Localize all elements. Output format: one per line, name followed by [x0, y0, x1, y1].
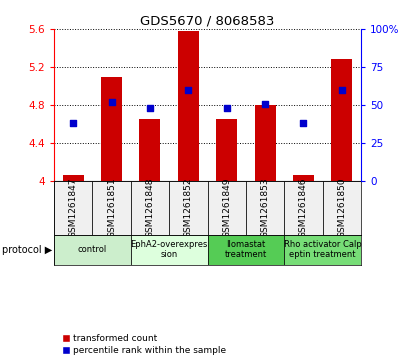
Bar	[246, 181, 284, 234]
Bar	[216, 119, 237, 181]
Bar	[284, 181, 323, 234]
Text: GSM1261851: GSM1261851	[107, 178, 116, 238]
Point	[300, 121, 307, 126]
Text: control: control	[78, 245, 107, 254]
Text: Rho activator Calp
eptin treatment: Rho activator Calp eptin treatment	[284, 240, 361, 260]
Legend: transformed count, percentile rank within the sample: transformed count, percentile rank withi…	[59, 331, 229, 359]
Bar	[63, 175, 84, 181]
Text: GSM1261852: GSM1261852	[184, 178, 193, 238]
Bar	[54, 234, 131, 265]
Bar	[131, 181, 169, 234]
Bar	[131, 234, 208, 265]
Point	[223, 105, 230, 111]
Text: GSM1261849: GSM1261849	[222, 178, 231, 238]
Bar	[178, 31, 199, 181]
Point	[70, 121, 76, 126]
Bar	[139, 119, 161, 181]
Bar	[284, 234, 361, 265]
Text: GSM1261850: GSM1261850	[337, 178, 347, 238]
Bar	[254, 105, 276, 181]
Bar	[169, 181, 208, 234]
Text: GSM1261846: GSM1261846	[299, 178, 308, 238]
Bar	[331, 60, 352, 181]
Text: protocol ▶: protocol ▶	[2, 245, 52, 255]
Point	[185, 87, 192, 93]
Point	[146, 105, 153, 111]
Bar	[208, 234, 284, 265]
Bar	[54, 181, 92, 234]
Text: Ilomastat
treatment: Ilomastat treatment	[225, 240, 267, 260]
Point	[108, 99, 115, 105]
Text: GSM1261853: GSM1261853	[261, 178, 270, 238]
Text: GSM1261847: GSM1261847	[68, 178, 78, 238]
Bar	[101, 77, 122, 181]
Bar	[293, 175, 314, 181]
Bar	[323, 181, 361, 234]
Title: GDS5670 / 8068583: GDS5670 / 8068583	[140, 15, 275, 28]
Point	[339, 87, 345, 93]
Text: GSM1261848: GSM1261848	[145, 178, 154, 238]
Text: EphA2-overexpres
sion: EphA2-overexpres sion	[130, 240, 208, 260]
Bar	[93, 181, 131, 234]
Bar	[208, 181, 246, 234]
Point	[262, 101, 269, 106]
